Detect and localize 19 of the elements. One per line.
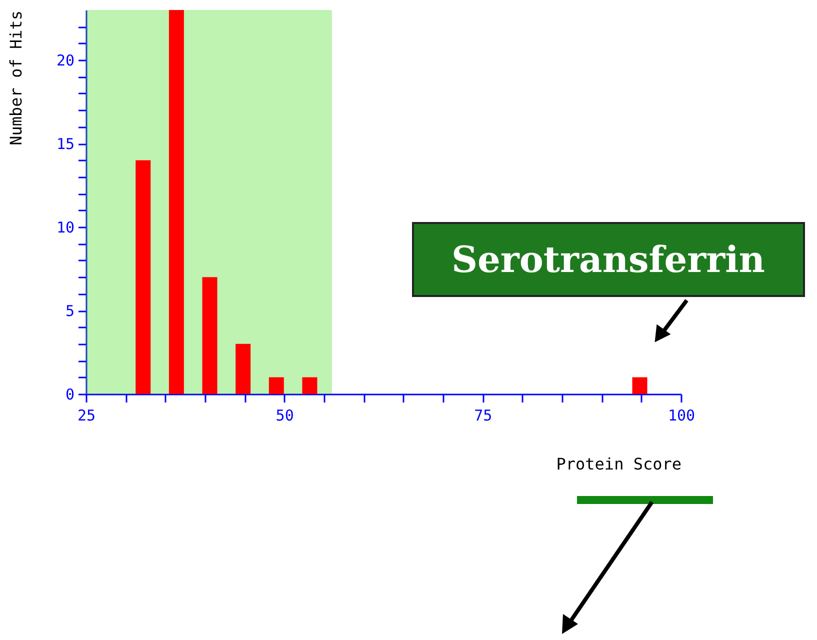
y-tick-label: 15: [56, 135, 74, 154]
y-tick-label: 10: [56, 218, 74, 237]
y-tick-label: 20: [56, 52, 74, 70]
x-tick-label: 50: [276, 406, 294, 424]
bar: [302, 377, 318, 394]
x-axis-title: Protein Score: [556, 454, 682, 474]
bar: [268, 377, 284, 394]
x-tick-label: 100: [668, 406, 696, 424]
bar: [632, 377, 648, 394]
y-axis-title: Number of Hits: [6, 10, 26, 146]
y-tick-label: 0: [65, 386, 74, 404]
x-tick-label: 25: [77, 406, 96, 424]
annotation: Serotransferrin: [412, 222, 805, 298]
bar: [236, 344, 251, 394]
bar: [202, 277, 218, 394]
x-tick-label: 75: [474, 406, 492, 424]
y-tick-label: 5: [65, 302, 74, 320]
bar: [136, 160, 151, 394]
bar: [168, 10, 184, 394]
